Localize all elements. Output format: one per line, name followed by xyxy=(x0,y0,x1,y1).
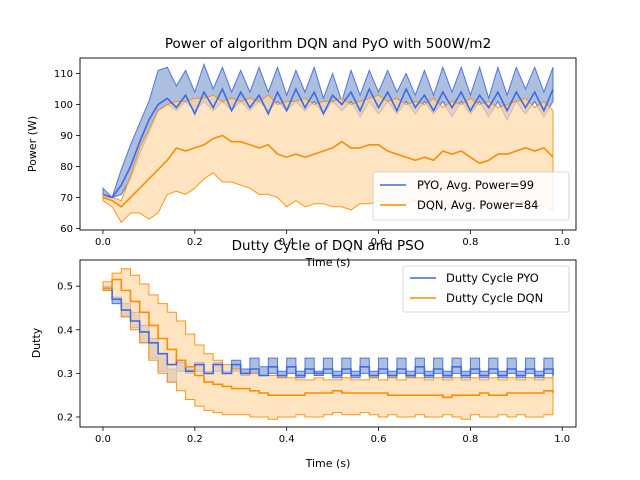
duty-legend-box xyxy=(402,265,570,313)
power-x-tick-label: 1.0 xyxy=(554,237,570,248)
power-chart: 0.0 0.2 0.4 0.6 0.8 1.0 60 70 80 90 100 110 Power … xyxy=(26,36,577,269)
duty-x-tick-label: 0.8 xyxy=(462,434,478,445)
power-x-tick-label: 0.6 xyxy=(371,237,387,248)
duty-plot-area xyxy=(102,268,554,420)
power-line-dqn xyxy=(102,134,554,208)
legend-label-pyo-power: PYO, Avg. Power=99 xyxy=(417,178,534,192)
duty-x-tick-label: 0.0 xyxy=(95,434,111,445)
power-y-tick-label: 60 xyxy=(60,224,73,235)
power-y-tick-label: 80 xyxy=(60,162,73,173)
duty-y-tick-label: 0.4 xyxy=(57,325,73,336)
power-chart-title: Power of algorithm DQN and PyO with 500W… xyxy=(165,36,491,52)
duty-x-ticks: 0.0 0.2 0.4 0.6 0.8 1.0 xyxy=(95,427,570,445)
power-axes-frame xyxy=(79,57,577,231)
duty-x-tick-label: 1.0 xyxy=(554,434,570,445)
power-x-tick-label: 0.2 xyxy=(187,237,203,248)
duty-x-tick-label: 0.2 xyxy=(187,434,203,445)
power-y-tick-label: 70 xyxy=(60,193,73,204)
power-y-tick-label: 90 xyxy=(60,131,73,142)
legend-label-dqn-power: DQN, Avg. Power=84 xyxy=(417,198,538,212)
duty-x-tick-label: 0.4 xyxy=(279,434,295,445)
power-legend: PYO, Avg. Power=99 DQN, Avg. Power=84 xyxy=(372,171,570,221)
power-line-pyo xyxy=(102,87,554,199)
duty-y-tick-label: 0.3 xyxy=(57,369,73,380)
power-y-axis-label: Power (W) xyxy=(26,116,39,172)
power-y-tick-label: 100 xyxy=(54,100,73,111)
legend-label-dqn-duty: Dutty Cycle DQN xyxy=(446,291,543,305)
duty-y-axis-label: Dutty xyxy=(30,327,43,358)
duty-legend: Dutty Cycle PYO Dutty Cycle DQN xyxy=(402,265,570,313)
power-x-tick-label: 0.8 xyxy=(462,237,478,248)
duty-y-tick-label: 0.2 xyxy=(57,412,73,423)
power-x-ticks: 0.0 0.2 0.4 0.6 0.8 1.0 xyxy=(95,230,570,248)
power-x-tick-label: 0.0 xyxy=(95,237,111,248)
power-y-tick-label: 110 xyxy=(54,69,73,80)
duty-x-axis-label: Time (s) xyxy=(305,457,351,470)
duty-chart: 0.0 0.2 0.4 0.6 0.8 1.0 0.2 0.3 0.4 0.5 Dutty Cy… xyxy=(30,238,577,470)
duty-line-dqn xyxy=(103,278,554,399)
power-legend-box xyxy=(372,171,570,221)
duty-y-tick-label: 0.5 xyxy=(57,282,73,293)
legend-label-pyo-duty: Dutty Cycle PYO xyxy=(446,271,539,285)
power-x-axis-label: Time (s) xyxy=(305,256,351,269)
duty-x-tick-label: 0.6 xyxy=(371,434,387,445)
duty-chart-title: Dutty Cycle of DQN and PSO xyxy=(232,238,425,254)
duty-y-ticks: 0.2 0.3 0.4 0.5 xyxy=(57,282,80,423)
power-y-ticks: 60 70 80 90 100 110 xyxy=(54,69,80,235)
power-x-tick-label: 0.4 xyxy=(279,237,295,248)
duty-axes-frame xyxy=(79,259,577,428)
